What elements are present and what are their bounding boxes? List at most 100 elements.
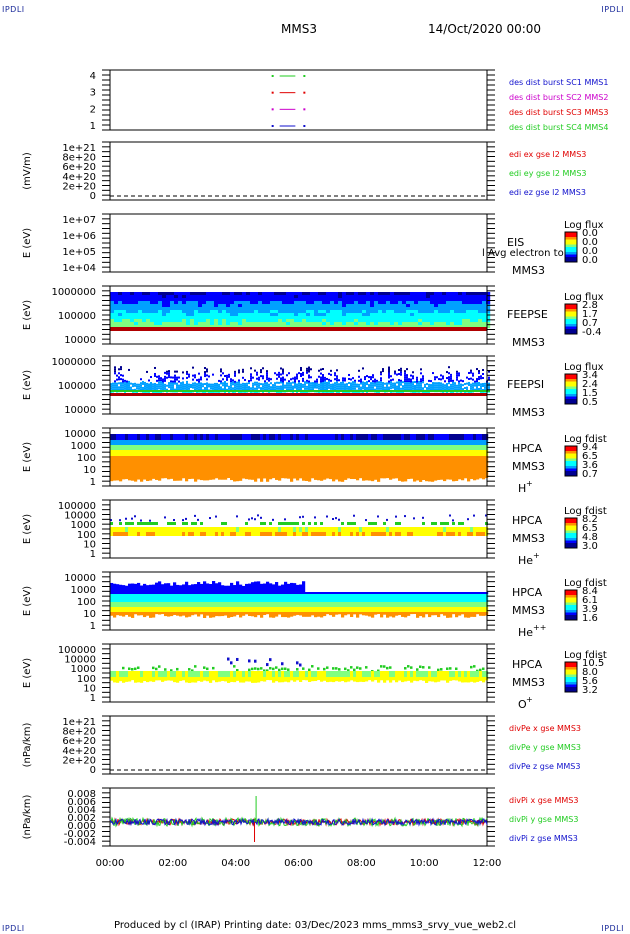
spectrogram-cell — [455, 612, 459, 618]
spectrogram-cell — [418, 325, 423, 329]
spectrogram-cell — [334, 374, 336, 377]
spectrogram-cell — [416, 668, 419, 671]
spectrogram-cell — [473, 440, 477, 445]
spectrogram-cell — [430, 298, 435, 302]
spectrogram-cell — [300, 382, 302, 385]
spectrogram-cell — [354, 390, 356, 392]
spectrogram-cell — [218, 456, 222, 480]
spectrogram-cell — [407, 602, 411, 607]
spectrogram-cell — [246, 292, 251, 296]
spectrogram-cell — [204, 387, 206, 390]
spectrogram-cell — [370, 307, 375, 311]
spectrogram-cell — [192, 382, 194, 385]
spectrogram-cell — [341, 677, 345, 682]
spectrogram-cell — [179, 445, 183, 450]
spectrogram-cell — [246, 325, 251, 329]
spectrogram-cell — [173, 445, 177, 450]
spectrogram-cell — [126, 319, 131, 323]
spectrogram-cell — [146, 325, 151, 329]
spectrogram-cell — [437, 594, 441, 602]
spectrogram-cell — [302, 440, 306, 445]
spectrogram-cell — [422, 602, 426, 607]
spectrogram-cell — [323, 671, 327, 677]
spectrogram-cell — [242, 319, 247, 323]
spectrogram-cell — [320, 376, 322, 379]
spectrogram-cell — [330, 319, 335, 323]
spectrogram-cell — [410, 445, 414, 450]
spectrogram-cell — [202, 385, 204, 388]
spectrogram-cell — [470, 371, 472, 374]
colorbar-cell — [565, 672, 577, 675]
spectrogram-cell — [450, 301, 455, 305]
spectrogram-cell — [214, 304, 219, 308]
spectrogram-cell — [238, 310, 243, 314]
spectrogram-cell — [250, 316, 255, 320]
spectrogram-cell — [234, 388, 236, 391]
spectrogram-cell — [198, 322, 203, 326]
spectrogram-cell — [194, 301, 199, 305]
spectrogram-cell — [222, 310, 227, 314]
spectrogram-cell — [314, 313, 319, 317]
spectrogram-cell — [281, 594, 285, 602]
spectrogram-cell — [395, 515, 397, 518]
spectrogram-cell — [170, 325, 175, 329]
colorbar-tick-label: 0.7 — [582, 469, 598, 480]
colorbar-tick-label: 6.5 — [582, 523, 598, 534]
spectrogram-cell — [130, 292, 135, 296]
spectrogram-cell — [114, 382, 116, 385]
spectrogram-cell — [434, 612, 438, 616]
spectrogram-cell — [154, 310, 159, 314]
spectrogram-cell — [371, 671, 375, 677]
spectrogram-cell — [254, 450, 258, 456]
spectrogram-cell — [353, 527, 357, 532]
spectrogram-cell — [286, 386, 288, 389]
spectrogram-cell — [461, 671, 465, 677]
spectrogram-cell — [269, 522, 272, 525]
spectrogram-cell — [164, 677, 168, 681]
spectrogram-cell — [308, 388, 310, 391]
spectrogram-cell — [126, 316, 131, 320]
spectrogram-cell — [334, 388, 336, 391]
colorbar-tick-label: 1.7 — [582, 309, 598, 320]
spectrogram-cell — [430, 380, 432, 383]
spectrogram-cell — [410, 612, 414, 615]
spectrogram-cell — [260, 607, 264, 612]
spectrogram-cell — [149, 594, 153, 602]
spectrogram-cell — [338, 434, 342, 440]
spectrogram-cell — [218, 594, 222, 602]
spectrogram-cell — [266, 301, 271, 305]
colorbar-tick-label: 0.7 — [582, 318, 598, 329]
spectrogram-cell — [461, 532, 465, 536]
spectrogram-cell — [340, 381, 342, 384]
spectrogram-cell — [260, 371, 262, 374]
spectrogram-cell — [182, 434, 186, 440]
spectrogram-cell — [378, 391, 380, 394]
spectrogram-cell — [137, 671, 141, 677]
spectrogram-cell — [454, 307, 459, 311]
spectrogram-cell — [428, 379, 430, 382]
spectrogram-cell — [119, 527, 123, 532]
spectrogram-cell — [214, 313, 219, 317]
spectrogram-cell — [464, 390, 466, 392]
spectrogram-cell — [290, 295, 295, 299]
spectrogram-cell — [226, 304, 231, 308]
spectrogram-cell — [356, 671, 360, 677]
spectrogram-cell — [365, 527, 369, 532]
spectrogram-cell — [362, 295, 367, 299]
spectrogram-cell — [374, 522, 377, 525]
spectrogram-cell — [270, 390, 272, 392]
spectrogram-cell — [134, 671, 138, 677]
spectrogram-cell — [332, 517, 334, 520]
colorbar-cell — [565, 448, 577, 452]
spectrogram-cell — [322, 383, 324, 386]
spectrogram-cell — [194, 514, 196, 517]
spectrogram-cell — [440, 607, 444, 612]
spectrogram-cell — [314, 516, 316, 519]
spectrogram-cell — [362, 316, 367, 320]
spectrogram-cell — [197, 532, 201, 536]
spectrogram-cell — [168, 372, 170, 375]
spectrogram-cell — [338, 295, 343, 299]
spectrogram-cell — [158, 527, 162, 532]
spectrogram-cell — [398, 450, 402, 456]
spectrogram-cell — [250, 301, 255, 305]
